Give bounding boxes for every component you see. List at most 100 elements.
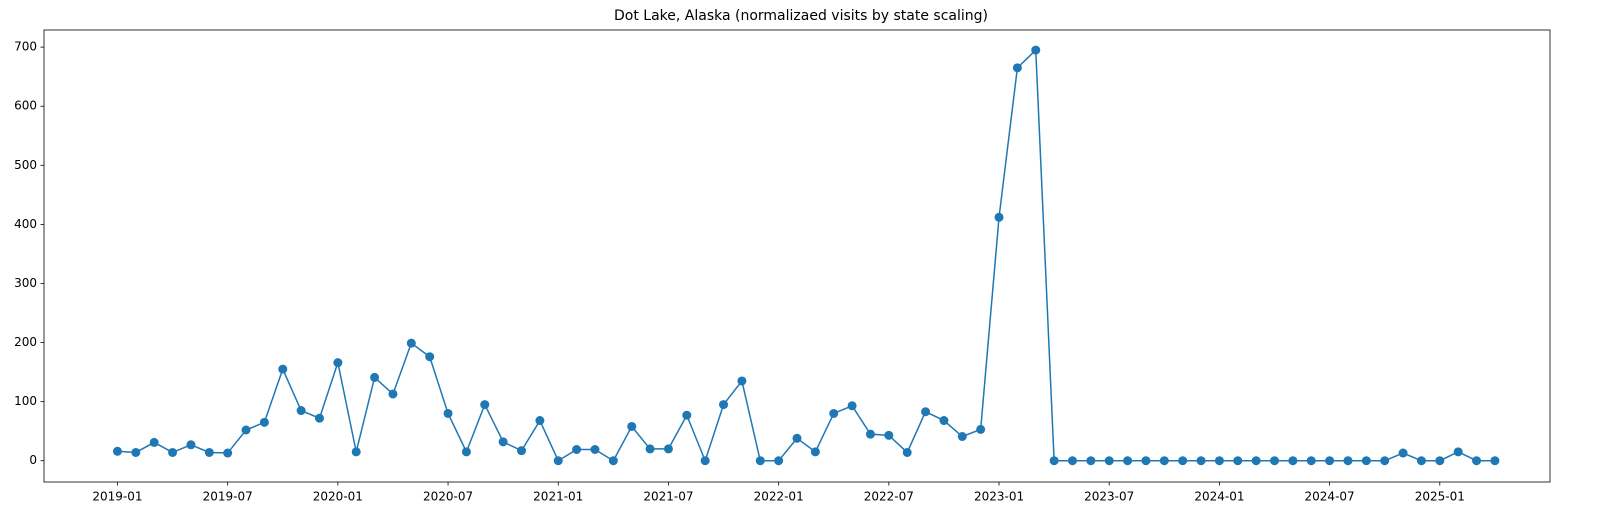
x-tick-label: 2025-01 — [1415, 490, 1465, 504]
data-point — [1270, 456, 1280, 466]
data-point — [112, 446, 122, 456]
data-point — [1380, 456, 1390, 466]
data-point — [461, 447, 471, 457]
data-point — [1343, 456, 1353, 466]
data-point — [755, 456, 765, 466]
data-point — [663, 444, 673, 454]
data-point — [1398, 448, 1408, 458]
data-point — [774, 456, 784, 466]
data-point — [1031, 45, 1041, 55]
data-point — [204, 447, 214, 457]
data-point — [131, 447, 141, 457]
y-tick-label: 100 — [14, 394, 37, 408]
chart-title: Dot Lake, Alaska (normalizaed visits by … — [614, 8, 988, 24]
data-point — [1196, 456, 1206, 466]
data-point — [590, 445, 600, 455]
data-point — [388, 389, 398, 399]
data-point — [296, 406, 306, 416]
data-point — [1233, 456, 1243, 466]
data-point — [351, 447, 361, 457]
y-tick-label: 0 — [29, 453, 37, 467]
data-point — [1306, 456, 1316, 466]
data-point — [259, 417, 269, 427]
data-point — [241, 425, 251, 435]
x-tick-label: 2021-07 — [643, 490, 693, 504]
x-tick-label: 2019-01 — [92, 490, 142, 504]
data-point — [682, 410, 692, 420]
data-point — [829, 408, 839, 418]
x-tick-label: 2024-01 — [1194, 490, 1244, 504]
y-tick-label: 200 — [14, 335, 37, 349]
y-tick-label: 700 — [14, 40, 37, 54]
data-point — [425, 352, 435, 362]
data-point — [1288, 456, 1298, 466]
data-point — [921, 407, 931, 417]
x-tick-label: 2020-07 — [423, 490, 473, 504]
data-point — [884, 430, 894, 440]
data-point — [149, 437, 159, 447]
x-tick-label: 2023-01 — [974, 490, 1024, 504]
x-tick-label: 2022-01 — [754, 490, 804, 504]
data-point — [627, 421, 637, 431]
data-point — [994, 212, 1004, 222]
data-point — [370, 372, 380, 382]
data-point — [1086, 456, 1096, 466]
data-point — [939, 416, 949, 426]
series-line — [117, 48, 1495, 463]
data-point — [847, 401, 857, 411]
x-tick-label: 2019-07 — [203, 490, 253, 504]
x-tick-label: 2023-07 — [1084, 490, 1134, 504]
data-point — [480, 400, 490, 410]
data-point — [976, 424, 986, 434]
data-point — [535, 416, 545, 426]
data-point — [1361, 456, 1371, 466]
data-point — [1178, 456, 1188, 466]
data-point — [517, 446, 527, 456]
data-point — [1104, 456, 1114, 466]
x-tick-label: 2022-07 — [864, 490, 914, 504]
data-point — [1049, 456, 1059, 466]
x-tick-label: 2020-01 — [313, 490, 363, 504]
data-point — [1141, 456, 1151, 466]
data-point — [1214, 456, 1224, 466]
data-point — [333, 358, 343, 368]
data-point — [700, 456, 710, 466]
data-point — [902, 447, 912, 457]
y-tick-label: 300 — [14, 276, 37, 290]
data-point — [645, 444, 655, 454]
data-point — [168, 447, 178, 457]
data-point — [1159, 456, 1169, 466]
x-tick-label: 2024-07 — [1305, 490, 1355, 504]
data-point — [572, 445, 582, 455]
data-point — [186, 440, 196, 450]
data-point — [406, 338, 416, 348]
data-point — [553, 456, 563, 466]
x-tick-label: 2021-01 — [533, 490, 583, 504]
data-point — [810, 447, 820, 457]
data-point — [443, 408, 453, 418]
plot-frame — [43, 29, 1551, 483]
data-point — [1012, 63, 1022, 73]
data-point — [957, 432, 967, 442]
data-point — [1453, 447, 1463, 457]
data-point — [792, 433, 802, 443]
data-point — [223, 448, 233, 458]
data-point — [1123, 456, 1133, 466]
data-point — [498, 437, 508, 447]
data-point — [1435, 456, 1445, 466]
data-point — [1490, 456, 1500, 466]
y-tick-label: 600 — [14, 99, 37, 113]
data-point — [865, 429, 875, 439]
data-point — [1325, 456, 1335, 466]
data-point — [608, 456, 618, 466]
data-point — [1067, 456, 1077, 466]
y-tick-label: 400 — [14, 217, 37, 231]
data-point — [1251, 456, 1261, 466]
data-point — [314, 413, 324, 423]
data-point — [737, 376, 747, 386]
data-point — [719, 400, 729, 410]
data-point — [1472, 456, 1482, 466]
y-tick-label: 500 — [14, 158, 37, 172]
